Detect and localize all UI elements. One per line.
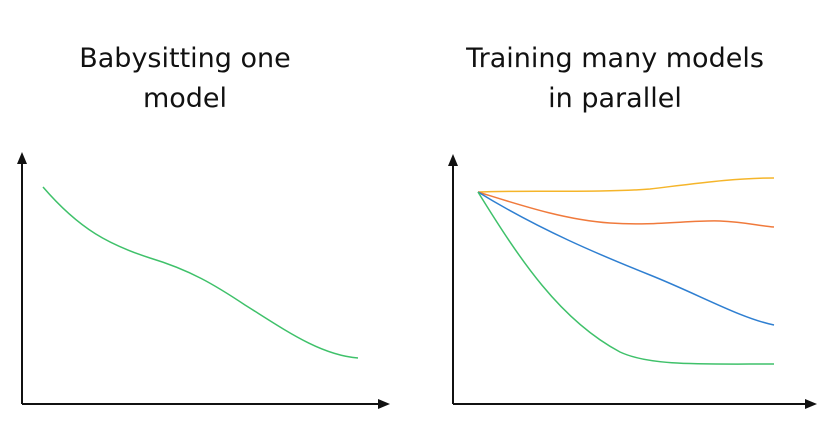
title-training-many-models: Training many models in parallel (445, 39, 785, 119)
title-line-2: in parallel (548, 83, 682, 114)
left-green-curve (42, 186, 359, 359)
title-line-2: model (142, 83, 228, 114)
left-y-arrowhead (17, 152, 27, 164)
right-green-curve (477, 191, 775, 365)
right-yellow-curve (477, 177, 775, 193)
right-blue-curve (477, 191, 775, 326)
title-line-1: Training many models (466, 43, 764, 74)
right-axes (448, 154, 817, 409)
left-x-arrowhead (378, 399, 390, 409)
left-axes (17, 152, 390, 409)
right-orange-curve (477, 191, 775, 228)
title-line-1: Babysitting one (79, 43, 291, 74)
title-babysitting-one-model: Babysitting one model (55, 39, 315, 119)
right-y-arrowhead (448, 154, 458, 166)
right-x-arrowhead (805, 399, 817, 409)
